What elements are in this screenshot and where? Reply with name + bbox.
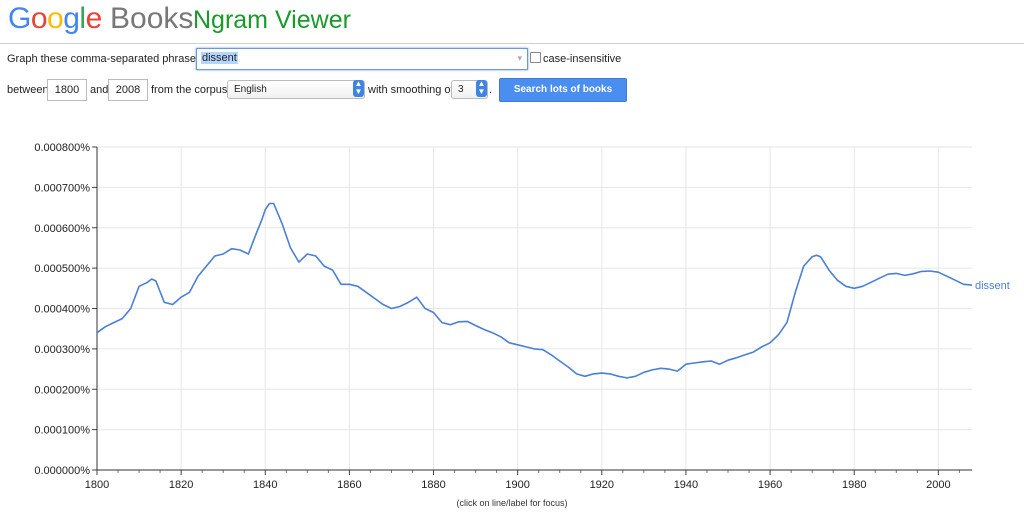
- y-tick-label: 0.000100%: [34, 425, 90, 437]
- series-line-dissent[interactable]: [96, 202, 973, 379]
- x-tick-label: 1820: [169, 479, 193, 491]
- logo-letter: g: [63, 2, 80, 35]
- select-arrows-icon: ▲ ▼: [476, 79, 487, 97]
- y-tick-label: 0.000600%: [34, 223, 90, 235]
- dropdown-arrow-icon[interactable]: ▾: [517, 53, 522, 63]
- and-label: and: [90, 84, 109, 96]
- case-insensitive-checkbox[interactable]: [530, 52, 541, 63]
- x-tick-label: 1880: [421, 479, 445, 491]
- logo-letter: G: [8, 2, 31, 35]
- smoothing-label: with smoothing of: [368, 84, 454, 96]
- y-tick-label: 0.000800%: [34, 142, 90, 154]
- y-tick-label: 0.000300%: [34, 344, 90, 356]
- chart-focus-hint: (click on line/label for focus): [456, 498, 568, 508]
- x-tick-label: 1860: [337, 479, 361, 491]
- between-label: between: [7, 84, 49, 96]
- x-tick-label: 2000: [926, 479, 950, 491]
- logo-letter: o: [47, 2, 64, 35]
- smoothing-select-value: 3: [458, 84, 464, 95]
- logo-letter: e: [85, 2, 103, 35]
- ngram-chart: 0.000000% 0.000100% 0.000200% 0.000300% 0.00…: [34, 142, 1010, 491]
- header-divider: [0, 43, 1024, 44]
- google-logo[interactable]: Google: [8, 2, 102, 36]
- header: Google Books Ngram Viewer: [0, 0, 1024, 44]
- end-year-input[interactable]: 2008: [108, 79, 148, 101]
- start-year-input[interactable]: 1800: [47, 79, 87, 101]
- logo-letter: l: [79, 2, 86, 35]
- series-label-dissent[interactable]: dissent: [975, 280, 1010, 292]
- y-tick-label: 0.000700%: [34, 182, 90, 194]
- page-title: Ngram Viewer: [193, 6, 351, 34]
- y-tick-label: 0.000400%: [34, 304, 90, 316]
- phrases-input-value: dissent: [201, 52, 238, 64]
- x-tick-label: 1800: [85, 479, 109, 491]
- corpus-select[interactable]: English ▲ ▼: [227, 80, 365, 99]
- y-tick-label: 0.000200%: [34, 384, 90, 396]
- x-tick-label: 1980: [842, 479, 866, 491]
- select-arrows-icon: ▲ ▼: [353, 79, 364, 97]
- corpus-select-value: English: [234, 84, 267, 95]
- x-tick-label: 1960: [758, 479, 782, 491]
- phrases-input[interactable]: dissent ▾: [196, 48, 528, 70]
- search-button[interactable]: Search lots of books: [499, 78, 627, 102]
- x-tick-label: 1840: [253, 479, 277, 491]
- x-tick-label: 1900: [505, 479, 529, 491]
- corpus-label: from the corpus: [151, 84, 228, 96]
- y-tick-label: 0.000000%: [34, 465, 90, 477]
- x-tick-label: 1920: [590, 479, 614, 491]
- logo-letter: o: [30, 2, 48, 35]
- smoothing-select[interactable]: 3 ▲ ▼: [451, 80, 488, 99]
- period-text: .: [489, 84, 493, 96]
- case-insensitive-label: case-insensitive: [543, 53, 622, 65]
- phrases-label: Graph these comma-separated phrases:: [7, 53, 205, 65]
- x-tick-label: 1940: [674, 479, 698, 491]
- y-tick-label: 0.000500%: [34, 263, 90, 275]
- books-logo-text: Books: [110, 2, 194, 35]
